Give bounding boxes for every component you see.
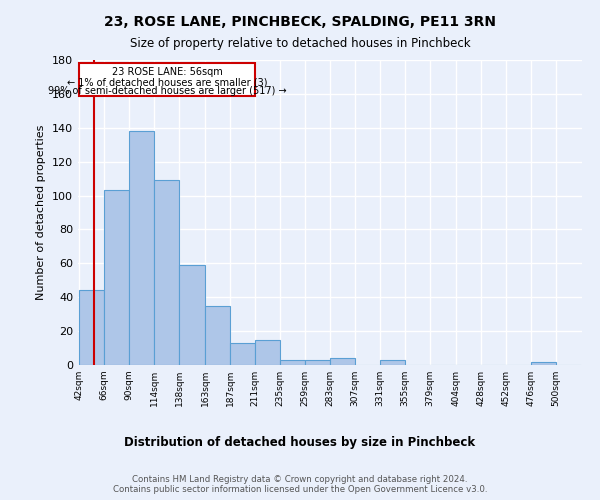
Bar [179,265,205,365]
Text: Size of property relative to detached houses in Pinchbeck: Size of property relative to detached ho… [130,38,470,51]
Bar [330,358,355,365]
Bar [230,343,255,365]
Bar [129,131,154,365]
Bar [380,360,405,365]
Text: Contains HM Land Registry data © Crown copyright and database right 2024.: Contains HM Land Registry data © Crown c… [132,476,468,484]
Bar [79,290,104,365]
Text: ← 1% of detached houses are smaller (3): ← 1% of detached houses are smaller (3) [67,77,267,87]
Text: 23, ROSE LANE, PINCHBECK, SPALDING, PE11 3RN: 23, ROSE LANE, PINCHBECK, SPALDING, PE11… [104,15,496,29]
Text: 23 ROSE LANE: 56sqm: 23 ROSE LANE: 56sqm [112,68,223,78]
Text: Distribution of detached houses by size in Pinchbeck: Distribution of detached houses by size … [124,436,476,449]
Bar [255,340,280,365]
Bar [79,64,255,96]
Bar [104,190,129,365]
Y-axis label: Number of detached properties: Number of detached properties [37,125,46,300]
Bar [154,180,179,365]
Bar [305,360,330,365]
Bar [531,362,556,365]
Bar [280,360,305,365]
Text: 99% of semi-detached houses are larger (517) →: 99% of semi-detached houses are larger (… [48,86,286,96]
Text: Contains public sector information licensed under the Open Government Licence v3: Contains public sector information licen… [113,484,487,494]
Bar [205,306,230,365]
